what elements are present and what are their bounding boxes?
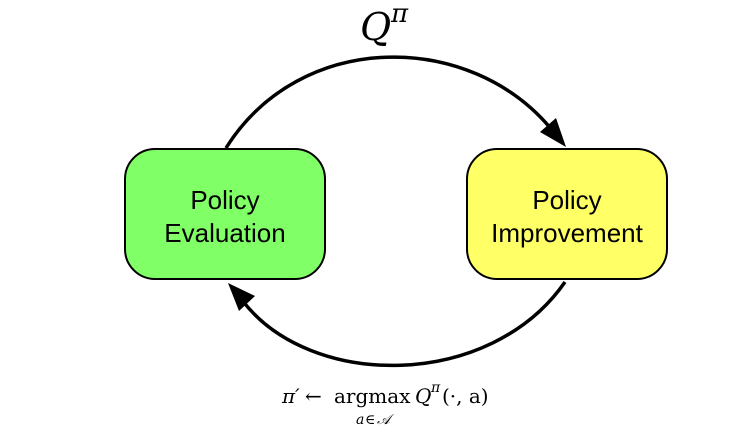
bottom-label-q: Q — [415, 384, 431, 408]
bottom-label-subscript-var: a — [356, 412, 364, 428]
bottom-label-q-superscript: π — [430, 380, 441, 396]
bottom-label-args: (·, a) — [442, 384, 489, 408]
bottom-label-subscript-set: 𝒜 — [377, 412, 394, 428]
bottom-label-subscript-in: ∈ — [365, 412, 375, 428]
top-label-q-pi: Q π — [360, 0, 409, 49]
bottom-arrowhead — [228, 283, 255, 311]
top-label-q: Q — [360, 5, 391, 49]
policy-improvement-label-line2: Improvement — [491, 218, 643, 248]
bottom-label-arrow: ← — [305, 384, 322, 408]
bottom-label-argmax: argmax — [334, 384, 411, 408]
policy-improvement-rect — [466, 148, 668, 280]
bottom-arc-arrow — [240, 281, 567, 368]
bottom-label-subscript: a ∈ 𝒜 — [356, 412, 394, 428]
top-arc-arrow — [224, 55, 554, 149]
bottom-label-pi-prime: π′ — [281, 384, 300, 408]
policy-evaluation-label-line2: Evaluation — [164, 218, 285, 248]
policy-evaluation-label-line1: Policy — [190, 185, 259, 215]
policy-evaluation-rect — [124, 148, 326, 280]
top-label-superscript: π — [390, 0, 409, 29]
policy-improvement-label-line1: Policy — [532, 185, 601, 215]
top-arrowhead — [540, 118, 566, 147]
policy-improvement-box: Policy Improvement — [466, 148, 668, 280]
policy-evaluation-box: Policy Evaluation — [124, 148, 326, 280]
bottom-label-policy-update: π′ ← argmax Q π (·, a) a ∈ 𝒜 — [281, 380, 489, 428]
